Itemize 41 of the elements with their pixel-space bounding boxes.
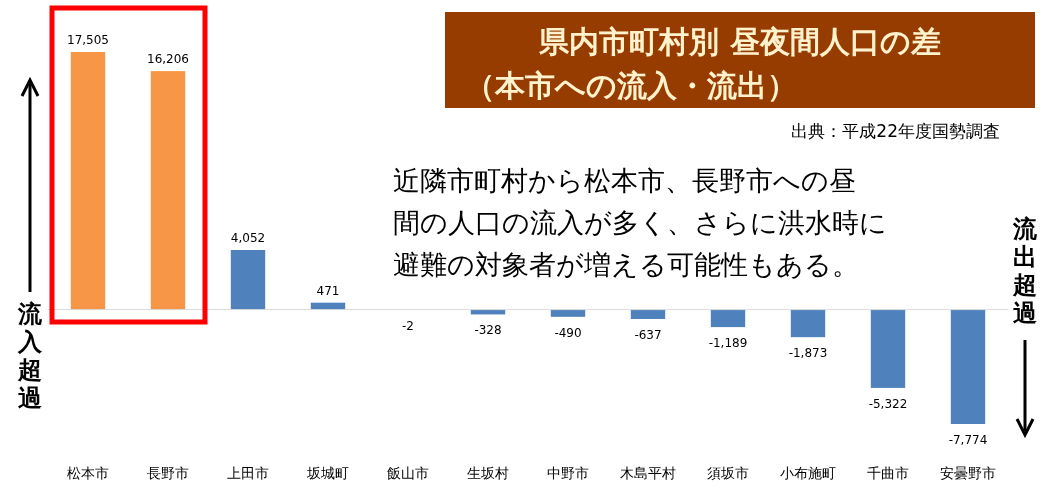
text: （本市への流入・流出） <box>465 68 797 103</box>
x-tick-label: 千曲市 <box>867 465 909 481</box>
text: 流出超過 <box>1012 215 1038 327</box>
annotation: 出典：平成22年度国勢調査 <box>791 121 1000 141</box>
data-label: 16,206 <box>147 52 189 67</box>
x-tick-label: 長野市 <box>147 465 189 481</box>
bar <box>790 309 826 338</box>
x-tick-label: 小布施町 <box>780 465 836 481</box>
bar <box>870 309 906 388</box>
bar <box>150 71 186 310</box>
bar <box>550 309 586 317</box>
bar <box>710 309 746 328</box>
x-tick-label: 生坂村 <box>467 465 509 481</box>
annotation: 近隣市町村から松本市、長野市への昼 <box>393 165 856 196</box>
annotation: 間の人口の流入が多く、さらに洪水時に <box>393 207 887 238</box>
data-label: 17,505 <box>67 33 109 47</box>
x-tick-label: 中野市 <box>547 465 589 481</box>
x-tick-label: 坂城町 <box>306 465 349 481</box>
data-label: -1,873 <box>788 346 828 361</box>
chart-title: 県内市町村別 昼夜間人口の差 <box>538 24 941 59</box>
data-label: -490 <box>554 325 582 340</box>
data-label: -5,322 <box>868 396 908 411</box>
bar <box>950 309 986 424</box>
data-label: -637 <box>634 327 662 342</box>
x-tick-label: 安曇野市 <box>940 465 996 481</box>
data-label: -328 <box>474 323 502 338</box>
data-label: -1,189 <box>708 336 748 351</box>
data-label: 4,052 <box>230 230 266 245</box>
annotation: 避難の対象者が増える可能性もある。 <box>393 249 859 280</box>
x-tick-label: 飯山市 <box>387 465 429 481</box>
data-label: -7,774 <box>948 433 988 447</box>
bar <box>70 52 106 310</box>
bar <box>230 249 266 310</box>
x-tick-label: 須坂市 <box>707 465 749 481</box>
bar <box>630 309 666 319</box>
data-label: 471 <box>316 283 340 298</box>
x-tick-label: 松本市 <box>67 465 109 481</box>
x-tick-label: 木島平村 <box>620 465 676 481</box>
text: 流入超過 <box>17 300 43 412</box>
data-label: -2 <box>402 318 414 333</box>
x-tick-label: 上田市 <box>227 465 269 481</box>
